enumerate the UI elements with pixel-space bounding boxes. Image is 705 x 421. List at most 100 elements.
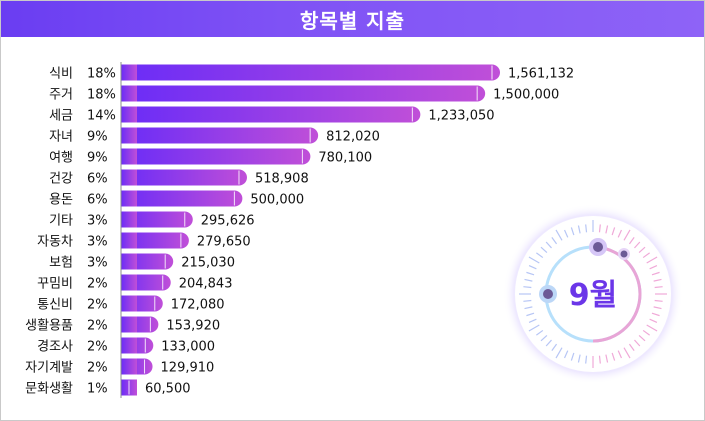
value-label: 1,500,000 — [493, 88, 559, 103]
category-label: 생활용품 — [25, 319, 73, 334]
badge-tick — [570, 352, 575, 361]
percent-label: 3% — [87, 235, 108, 250]
value-label: 153,920 — [166, 319, 220, 334]
badge-tick — [642, 252, 650, 259]
value-label: 295,626 — [201, 214, 255, 229]
badge-tick — [570, 227, 575, 236]
badge-tick — [528, 264, 537, 270]
badge-tick — [654, 299, 663, 302]
percent-label: 14% — [87, 109, 116, 124]
badge-tick — [634, 241, 641, 249]
value-label: 1,561,132 — [508, 67, 574, 82]
percent-label: 9% — [87, 151, 108, 166]
badge-tick — [611, 227, 616, 236]
value-label: 518,908 — [255, 172, 309, 187]
badge-tick — [523, 286, 532, 289]
badge-tick — [628, 237, 635, 245]
value-label: 60,500 — [145, 382, 191, 397]
bars-layer: 식비 18% 1,561,132 주거 18% 1,500,000 세금 14% 1,233,0… — [25, 64, 574, 397]
badge-tick — [577, 225, 581, 234]
category-label: 여행 — [49, 150, 73, 166]
value-label: 279,650 — [197, 235, 251, 250]
bar-base — [121, 232, 137, 249]
percent-label: 18% — [87, 67, 116, 82]
badge-tick — [524, 278, 533, 282]
bar-base — [121, 148, 137, 165]
bar-base — [121, 253, 137, 270]
badge-tick — [563, 350, 569, 359]
badge-tick — [628, 343, 635, 351]
badge-tick — [551, 237, 558, 245]
badge-tick — [536, 252, 544, 259]
badge-knob-small — [620, 250, 628, 258]
category-label: 기타 — [49, 214, 73, 229]
badge-ring-right — [592, 245, 642, 343]
badge-tick — [577, 354, 581, 363]
percent-label: 18% — [87, 88, 116, 103]
bar-base — [121, 316, 137, 333]
badge-tick — [528, 256, 540, 264]
percent-label: 2% — [87, 319, 108, 334]
percent-label: 2% — [87, 298, 108, 313]
month-badge: 9월 — [503, 204, 683, 384]
badge-tick — [555, 229, 563, 241]
value-label: 215,030 — [181, 256, 235, 271]
badge-tick — [563, 229, 569, 238]
bar-base — [121, 106, 137, 123]
badge-tick — [654, 286, 663, 289]
category-label: 자기계발 — [25, 361, 73, 376]
bar-base — [121, 127, 137, 144]
badge-tick — [651, 271, 660, 276]
percent-label: 2% — [87, 340, 108, 355]
badge-tick — [646, 256, 658, 264]
percent-label: 2% — [87, 277, 108, 292]
bar — [121, 64, 500, 81]
value-label: 812,020 — [326, 130, 380, 145]
bar-base — [121, 295, 137, 312]
badge-tick — [605, 225, 609, 234]
badge-tick — [634, 339, 641, 347]
badge-tick — [617, 229, 623, 238]
percent-label: 6% — [87, 172, 108, 187]
bar-base — [121, 358, 137, 375]
percent-label: 1% — [87, 382, 108, 397]
badge-tick — [611, 352, 616, 361]
category-label: 식비 — [49, 67, 73, 82]
category-label: 건강 — [49, 172, 73, 187]
badge-tick — [623, 347, 631, 359]
badge-tick — [642, 329, 650, 336]
month-label: 9월 — [569, 278, 617, 313]
badge-tick — [540, 335, 548, 342]
category-label: 경조사 — [37, 340, 73, 355]
percent-label: 3% — [87, 256, 108, 271]
badge-tick — [653, 306, 662, 310]
category-label: 문화생활 — [25, 382, 73, 397]
badge-knob-left — [543, 289, 553, 299]
badge-tick — [523, 299, 532, 302]
value-label: 1,233,050 — [428, 109, 494, 124]
category-label: 세금 — [49, 109, 73, 124]
badge-tick — [528, 324, 540, 332]
badge-tick — [651, 312, 660, 317]
badge-tick — [653, 278, 662, 282]
category-label: 용돈 — [49, 193, 73, 208]
bar — [121, 106, 421, 123]
badge-face — [515, 216, 671, 372]
percent-label: 3% — [87, 214, 108, 229]
bar — [121, 190, 243, 207]
bar — [121, 127, 319, 144]
bar-base — [121, 169, 137, 186]
badge-tick — [638, 246, 646, 253]
category-label: 꾸밈비 — [37, 277, 73, 292]
badge-knob-top — [593, 242, 603, 252]
value-label: 204,843 — [179, 277, 233, 292]
bar — [121, 169, 247, 186]
value-label: 129,910 — [161, 361, 215, 376]
category-label: 통신비 — [37, 298, 73, 313]
badge-tick — [528, 318, 537, 324]
badge-tick — [524, 306, 533, 310]
badge-tick — [646, 324, 658, 332]
badge-tick — [526, 271, 535, 276]
bar-base — [121, 64, 137, 81]
badge-tick — [540, 246, 548, 253]
